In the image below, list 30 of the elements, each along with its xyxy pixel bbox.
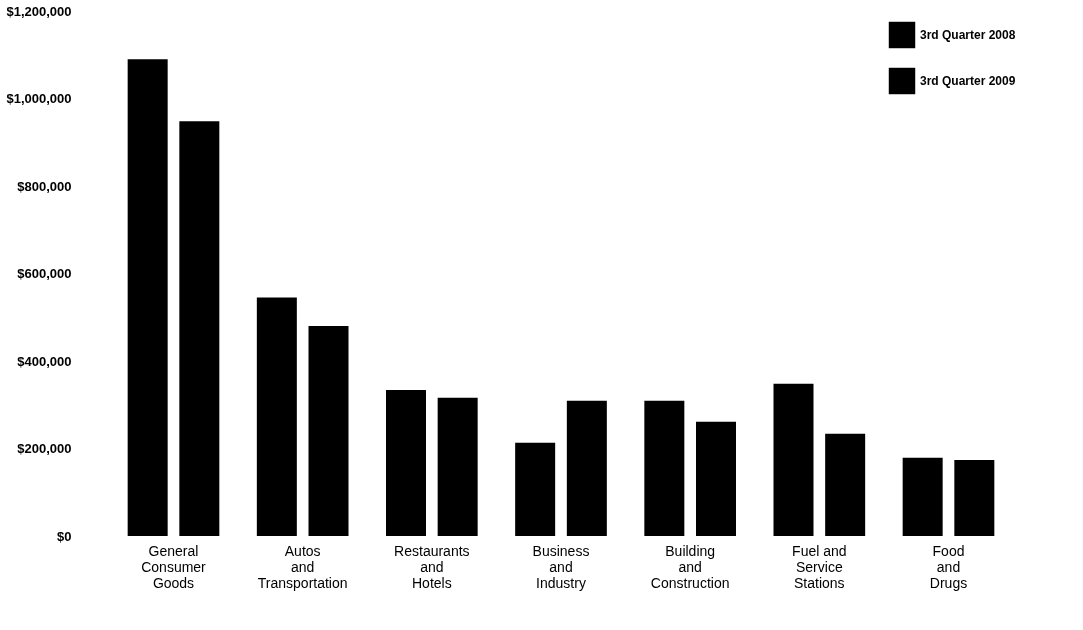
y-tick-label: $600,000: [17, 266, 72, 281]
y-tick-label: $1,200,000: [6, 3, 72, 19]
bar: [902, 457, 943, 536]
x-tick-label: General Consumer Goods: [141, 542, 207, 591]
x-tick-label: Restaurants and Hotels: [394, 542, 470, 591]
x-tick-label: Autos and Transportation: [257, 542, 348, 591]
y-tick-label: $800,000: [17, 178, 72, 194]
legend-label: 3rd Quarter 2009: [920, 74, 1016, 88]
bar: [825, 433, 866, 536]
bar: [515, 442, 556, 536]
y-tick-label: $0: [57, 528, 72, 544]
bar: [386, 389, 426, 536]
y-tick-label: $1,000,000: [6, 91, 72, 106]
x-tick-label: Food and Drugs: [929, 542, 968, 591]
legend-label: 3rd Quarter 2008: [920, 28, 1016, 42]
y-tick-label: $200,000: [17, 441, 72, 456]
bar: [696, 421, 736, 536]
bar: [437, 397, 478, 536]
bar: [308, 326, 349, 536]
bar: [179, 121, 220, 536]
bar: [954, 459, 995, 536]
x-tick-label: Building and Construction: [650, 542, 730, 591]
bar: [644, 400, 685, 536]
bar: [127, 59, 168, 536]
bar: [566, 400, 607, 536]
x-tick-label: Business and Industry: [532, 542, 590, 591]
bar: [773, 383, 814, 536]
x-tick-label: Fuel and Service Stations: [792, 542, 847, 591]
bar: [256, 297, 297, 536]
y-tick-label: $400,000: [17, 353, 72, 369]
